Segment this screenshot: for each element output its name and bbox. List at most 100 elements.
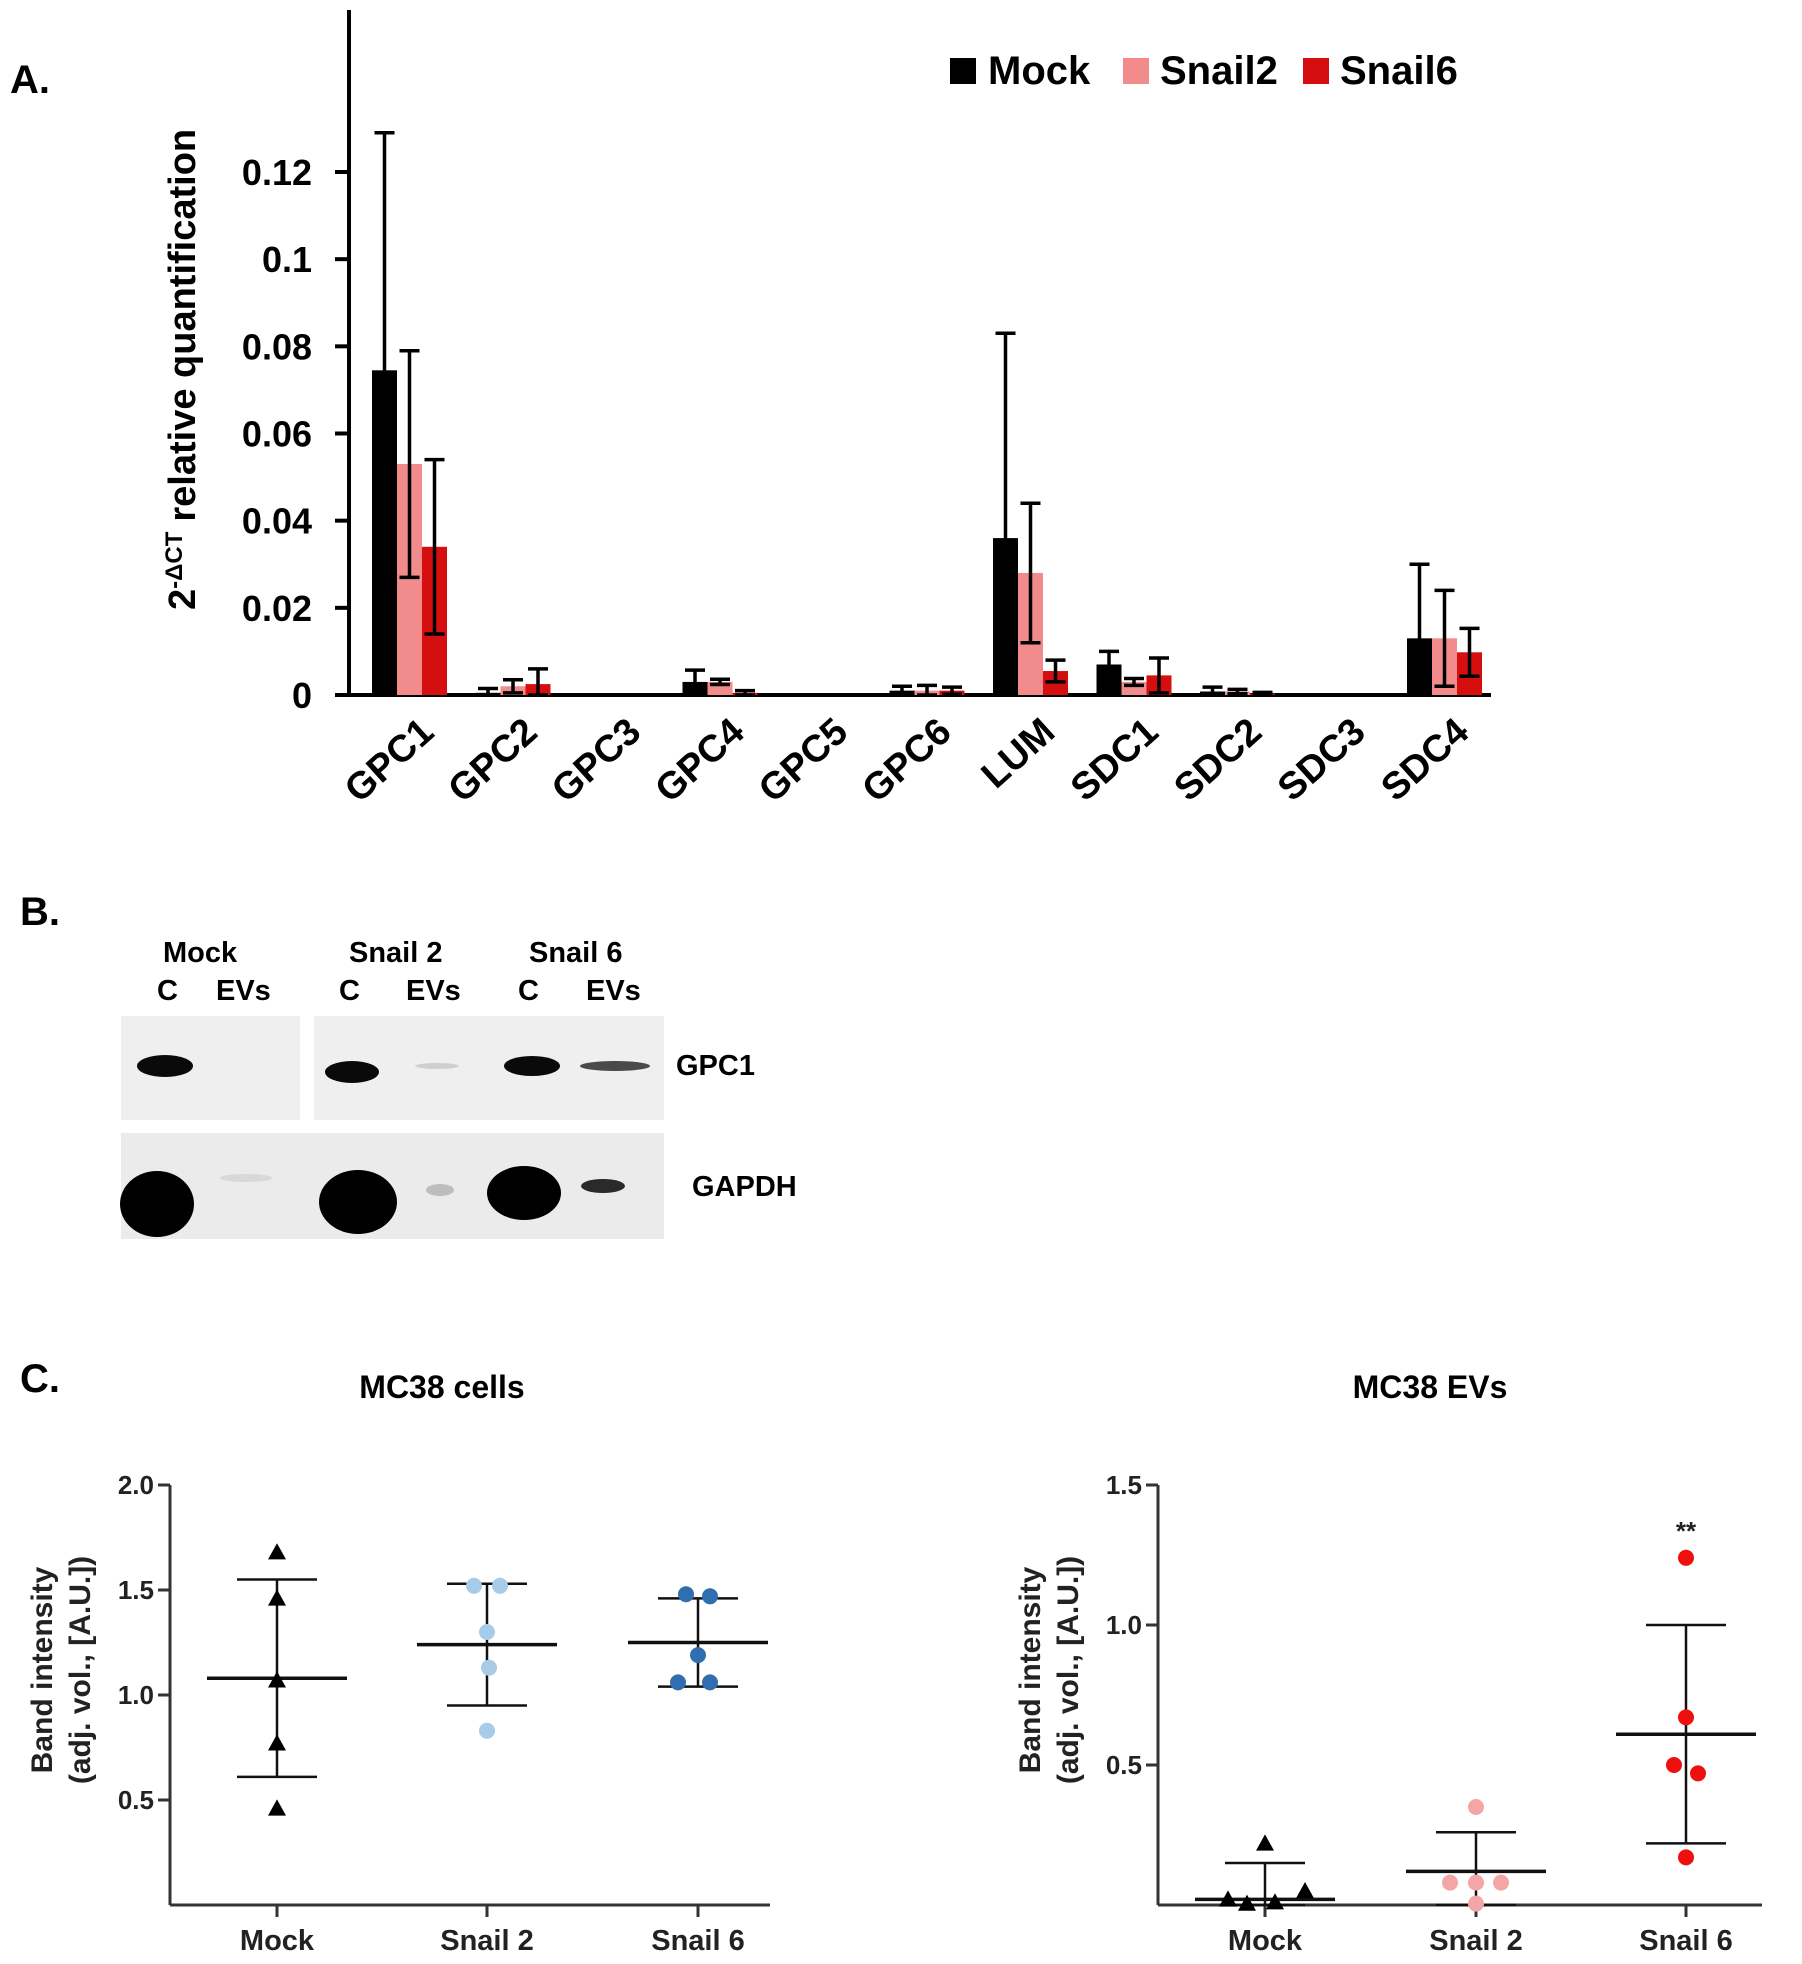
scatter-point [1690, 1765, 1706, 1782]
scatter-point [670, 1674, 686, 1691]
blot-band [504, 1056, 560, 1076]
legend-swatch-mock [950, 58, 976, 84]
blot-group-mock: Mock [163, 937, 238, 969]
legend-label-mock: Mock [988, 49, 1091, 93]
legend-swatch-snail2 [1123, 58, 1149, 84]
panel-label-b: B. [20, 890, 60, 934]
scatter-y-tick-label: 1.5 [1106, 1470, 1142, 1500]
scatter-point [492, 1577, 508, 1594]
scatter-point [479, 1624, 495, 1640]
scatter-point [1238, 1894, 1256, 1911]
y-axis-label-main: relative quantification [162, 129, 204, 522]
x-category-label: GPC3 [544, 710, 649, 810]
blot-band [120, 1171, 194, 1237]
y-tick-label: 0.1 [262, 239, 312, 280]
y-tick-label: 0.06 [242, 414, 312, 455]
scatter-point [268, 1799, 286, 1816]
scatter-point [1678, 1549, 1694, 1566]
blot-band [220, 1174, 272, 1182]
scatter-x-label: Snail 6 [651, 1925, 745, 1957]
scatter-point [1468, 1895, 1484, 1912]
scatter-point [466, 1577, 482, 1594]
scatter-plot-mc38-cells: MC38 cells Band intensity (adj. vol., [A… [26, 1369, 770, 1957]
blot-lane-label: EVs [586, 975, 641, 1007]
scatter-x-label: Snail 2 [1429, 1925, 1523, 1957]
blot-band [580, 1061, 650, 1071]
y-tick-label: 0.08 [242, 326, 312, 367]
y-tick-label: 0.04 [242, 501, 312, 542]
y-axis-label-base: 2 [162, 589, 204, 610]
panel-label-c: C. [20, 1357, 60, 1401]
x-category-label: SDC1 [1063, 710, 1166, 809]
blot-band [487, 1166, 561, 1220]
scatter-y-tick-label: 1.5 [118, 1575, 154, 1605]
scatter-point [268, 1589, 286, 1606]
x-category-label: GPC6 [855, 710, 960, 810]
blot-label-gapdh: GAPDH [692, 1171, 797, 1203]
scatter-y-tick-label: 1.0 [118, 1680, 154, 1710]
scatter-ylabel-cells-line1: Band intensity [26, 1566, 59, 1773]
blot-band [426, 1184, 454, 1196]
scatter-point [1666, 1757, 1682, 1773]
y-axis-label: 2-ΔCT relative quantification [161, 129, 205, 610]
scatter-ylabel-cells-line2: (adj. vol., [A.U.]) [64, 1556, 97, 1784]
scatter-point [1296, 1882, 1314, 1899]
scatter-point [479, 1722, 495, 1739]
scatter-x-label: Snail 2 [440, 1925, 534, 1957]
legend: Mock Snail2 Snail6 [950, 49, 1458, 93]
western-blot: Mock Snail 2 Snail 6 C EVs C EVs C EVs G… [120, 937, 797, 1239]
legend-label-snail6: Snail6 [1340, 49, 1458, 93]
blot-band [319, 1170, 397, 1234]
scatter-point [1678, 1849, 1694, 1866]
blot-band [137, 1055, 193, 1077]
scatter-ylabel-evs-line2: (adj. vol., [A.U.]) [1052, 1556, 1085, 1784]
blot-strip-gap [300, 1016, 314, 1120]
scatter-y-tick-label: 0.5 [1106, 1750, 1142, 1780]
y-tick-label: 0 [292, 675, 312, 716]
blot-strip-gapdh [121, 1133, 664, 1239]
error-bars [374, 131, 1480, 697]
blot-label-gpc1: GPC1 [676, 1050, 755, 1082]
legend-label-snail2: Snail2 [1160, 49, 1278, 93]
scatter-point [702, 1674, 718, 1691]
scatter-point [1219, 1890, 1237, 1907]
x-category-label: SDC2 [1167, 710, 1270, 809]
blot-group-snail2: Snail 2 [349, 937, 443, 969]
scatter-point [481, 1659, 497, 1676]
scatter-y-tick-label: 1.0 [1106, 1610, 1142, 1640]
scatter-point [690, 1647, 706, 1664]
legend-swatch-snail6 [1303, 58, 1329, 84]
blot-lane-label: C [518, 975, 539, 1007]
blot-lane-label: EVs [406, 975, 461, 1007]
scatter-point [268, 1734, 286, 1751]
blot-strip-gpc1 [121, 1016, 664, 1120]
significance-annotation: ** [1676, 1516, 1697, 1546]
scatter-plot-mc38-evs: MC38 EVs Band intensity (adj. vol., [A.U… [1014, 1369, 1762, 1957]
scatter-x-label: Snail 6 [1639, 1925, 1733, 1957]
x-category-label: GPC4 [648, 710, 753, 810]
blot-band [581, 1179, 625, 1193]
scatter-point [1256, 1834, 1274, 1851]
x-category-label: LUM [974, 710, 1063, 796]
x-category-label: GPC5 [751, 710, 856, 810]
scatter-title-evs: MC38 EVs [1353, 1369, 1508, 1405]
blot-lane-label: EVs [216, 975, 271, 1007]
blot-band [415, 1063, 459, 1069]
scatter-point [702, 1588, 718, 1605]
x-category-label: SDC3 [1270, 710, 1373, 809]
scatter-point [1493, 1874, 1509, 1891]
scatter-point [1468, 1799, 1484, 1815]
blot-band [325, 1061, 379, 1083]
scatter-title-cells: MC38 cells [359, 1369, 524, 1405]
y-axis-label-superscript: -ΔCT [161, 531, 188, 589]
x-category-label: GPC1 [337, 710, 442, 810]
scatter-point [268, 1671, 286, 1688]
bars [372, 370, 1482, 695]
blot-group-snail6: Snail 6 [529, 937, 623, 969]
scatter-point [1266, 1893, 1284, 1910]
scatter-x-label: Mock [240, 1925, 315, 1957]
panel-label-a: A. [10, 58, 50, 102]
scatter-point [1468, 1874, 1484, 1891]
y-axis-ticks: 0 0.02 0.04 0.06 0.08 0.1 0.12 [242, 152, 349, 716]
